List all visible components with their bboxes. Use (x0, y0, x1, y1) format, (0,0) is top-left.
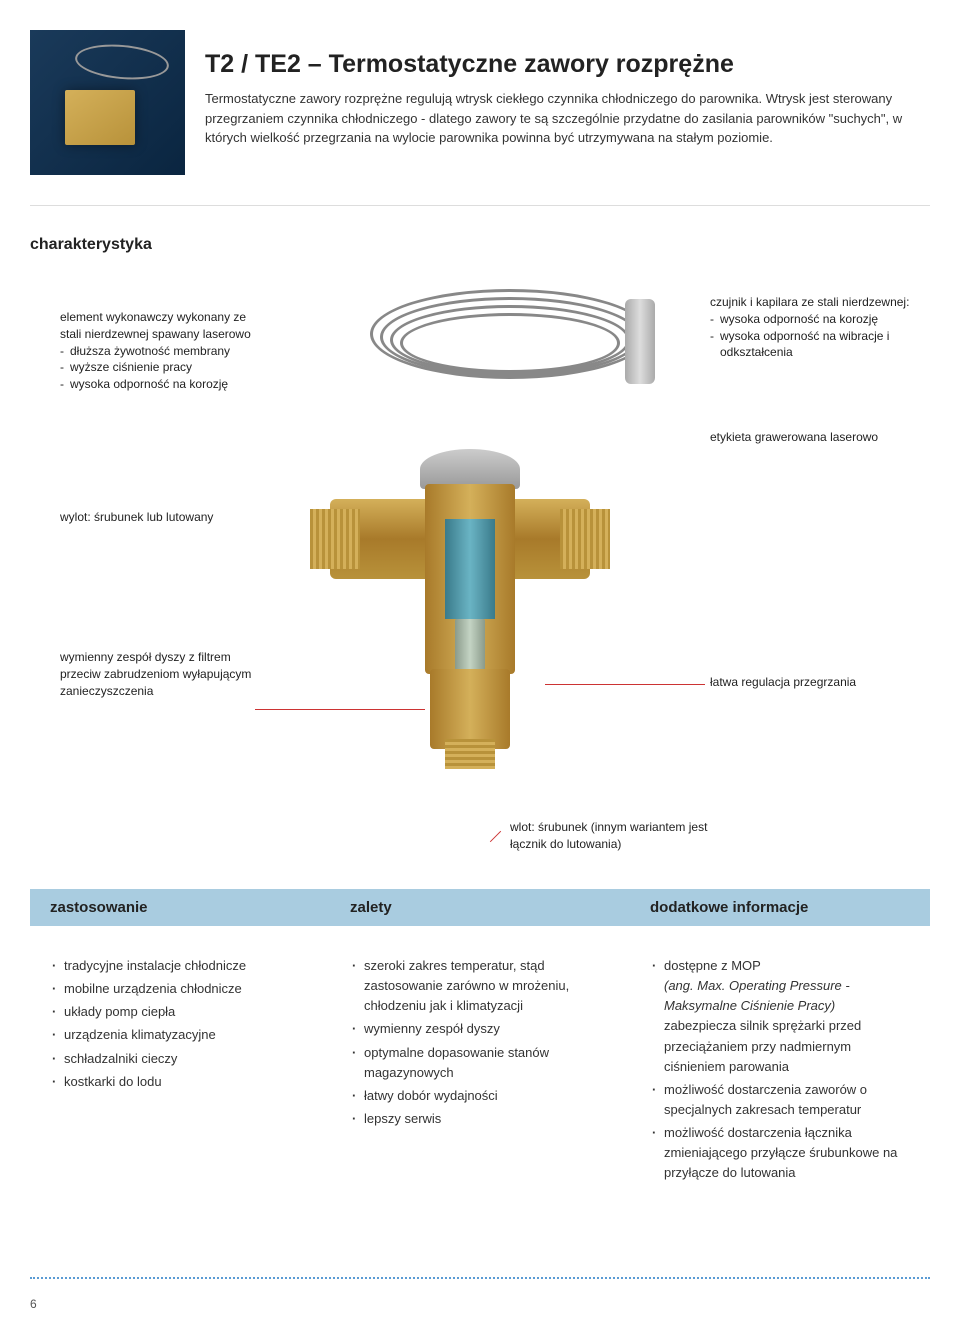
annotation-text: wymienny zespół dyszy z filtrem przeciw … (60, 649, 260, 699)
annotation-regulation: łatwa regulacja przegrzania (710, 674, 910, 691)
annotation-sub: dłuższa żywotność membrany (60, 343, 260, 360)
section-header-row: zastosowanie zalety dodatkowe informacje (30, 889, 930, 926)
section-header-advantages: zalety (330, 889, 630, 926)
page-title: T2 / TE2 – Termostatyczne zawory rozpręż… (205, 50, 930, 79)
applications-column: tradycyjne instalacje chłodnicze mobilne… (30, 936, 330, 1207)
list-item: szeroki zakres temperatur, stąd zastosow… (350, 956, 610, 1016)
annotation-sub: wysoka odporność na wibracje i odkształc… (710, 328, 935, 362)
annotation-text: czujnik i kapilara ze stali nierdzewnej: (710, 294, 935, 311)
capillary-coil-icon (370, 289, 650, 429)
annotation-text: element wykonawczy wykonany ze stali nie… (60, 309, 260, 343)
list-item: możliwość dostarczenia zaworów o specjal… (650, 1080, 910, 1120)
list-item: dostępne z MOP (ang. Max. Operating Press… (650, 956, 910, 1077)
mop-desc: zabezpiecza silnik sprężarki przed przec… (664, 1018, 861, 1073)
characteristics-diagram: element wykonawczy wykonany ze stali nie… (30, 279, 930, 889)
mop-english: (ang. Max. Operating Pressure - Maksymal… (664, 978, 850, 1013)
list-item: schładzalniki cieczy (50, 1049, 310, 1069)
annotation-text: etykieta grawerowana laserowo (710, 429, 910, 446)
annotation-label: etykieta grawerowana laserowo (710, 429, 910, 446)
characteristics-heading: charakterystyka (30, 236, 930, 254)
list-item: tradycyjne instalacje chłodnicze (50, 956, 310, 976)
product-description: Termostatyczne zawory rozprężne regulują… (205, 89, 930, 148)
annotation-sub: wyższe ciśnienie pracy (60, 359, 260, 376)
valve-illustration (310, 289, 690, 809)
separator (30, 205, 930, 206)
valve-body-icon (330, 449, 590, 679)
annotation-inlet: wlot: śrubunek (innym wariantem jest łąc… (510, 819, 740, 853)
section-header-additional: dodatkowe informacje (630, 889, 930, 926)
annotation-sub: wysoka odporność na korozję (710, 311, 935, 328)
annotation-sub: wysoka odporność na korozję (60, 376, 260, 393)
header-block: T2 / TE2 – Termostatyczne zawory rozpręż… (30, 30, 930, 175)
annotation-text: wylot: śrubunek lub lutowany (60, 509, 260, 526)
list-item: urządzenia klimatyzacyjne (50, 1025, 310, 1045)
annotation-actuator: element wykonawczy wykonany ze stali nie… (60, 309, 260, 393)
list-item: możliwość dostarczenia łącznika zmieniaj… (650, 1123, 910, 1183)
additional-column: dostępne z MOP (ang. Max. Operating Press… (630, 936, 930, 1207)
list-item: łatwy dobór wydajności (350, 1086, 610, 1106)
section-header-applications: zastosowanie (30, 889, 330, 926)
list-item: mobilne urządzenia chłodnicze (50, 979, 310, 999)
list-item: optymalne dopasowanie stanów magazynowyc… (350, 1043, 610, 1083)
page: T2 / TE2 – Termostatyczne zawory rozpręż… (0, 0, 960, 1341)
list-item: kostkarki do lodu (50, 1072, 310, 1092)
dotted-separator (30, 1277, 930, 1279)
list-item: lepszy serwis (350, 1109, 610, 1129)
callout-line (490, 831, 501, 842)
annotation-orifice: wymienny zespół dyszy z filtrem przeciw … (60, 649, 260, 699)
annotation-text: łatwa regulacja przegrzania (710, 674, 910, 691)
bottom-columns: tradycyjne instalacje chłodnicze mobilne… (30, 936, 930, 1207)
product-photo (30, 30, 185, 175)
annotation-text: wlot: śrubunek (innym wariantem jest łąc… (510, 819, 740, 853)
advantages-column: szeroki zakres temperatur, stąd zastosow… (330, 936, 630, 1207)
mop-intro: dostępne z MOP (664, 958, 761, 973)
title-block: T2 / TE2 – Termostatyczne zawory rozpręż… (205, 30, 930, 175)
annotation-outlet: wylot: śrubunek lub lutowany (60, 509, 260, 526)
list-item: układy pomp ciepła (50, 1002, 310, 1022)
page-number: 6 (30, 1297, 930, 1311)
annotation-sensor: czujnik i kapilara ze stali nierdzewnej:… (710, 294, 935, 361)
callout-line (545, 684, 705, 685)
list-item: wymienny zespół dyszy (350, 1019, 610, 1039)
callout-line (255, 709, 425, 710)
